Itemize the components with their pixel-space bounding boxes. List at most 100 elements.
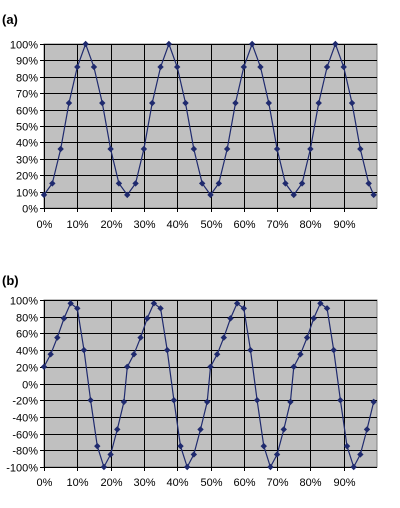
data-point-marker [120, 398, 128, 406]
y-tick-label: 10% [16, 188, 38, 200]
data-point-marker [170, 397, 178, 404]
data-point-marker [232, 99, 239, 107]
data-point-marker [54, 334, 61, 341]
x-tick-label: 30% [133, 219, 155, 231]
data-point-marker [343, 442, 351, 450]
data-point-marker [130, 351, 138, 358]
data-point-marker [220, 334, 228, 341]
data-point-marker [337, 397, 344, 404]
data-point-marker [287, 398, 294, 406]
data-point-marker [370, 398, 377, 406]
y-tick-label: 20% [16, 363, 38, 375]
x-tick-label: 10% [66, 477, 88, 489]
x-tick-label: 10% [66, 219, 88, 231]
data-point-marker [157, 63, 164, 71]
data-point-marker [280, 426, 287, 433]
data-point-marker [82, 40, 89, 48]
data-point-marker [149, 99, 156, 107]
y-tick-label: 90% [16, 56, 38, 68]
data-point-marker [282, 180, 289, 187]
data-point-marker [107, 451, 114, 458]
data-point-marker [94, 442, 101, 450]
y-tick-label: 60% [16, 329, 38, 341]
data-point-marker [144, 315, 151, 322]
x-tick-label: 50% [200, 219, 222, 231]
data-point-marker [150, 300, 158, 307]
data-point-marker [348, 99, 356, 107]
data-point-marker [317, 300, 324, 307]
x-tick-label: 50% [200, 477, 222, 489]
y-tick-label: -20% [12, 396, 38, 408]
x-tick-label: 70% [266, 477, 288, 489]
data-point-marker [248, 40, 256, 48]
data-point-marker [140, 145, 148, 153]
data-point-marker [115, 180, 123, 187]
data-point-marker [65, 99, 73, 107]
data-point-marker [330, 346, 337, 354]
y-tick-label: 100% [10, 296, 38, 308]
chart-panel-b: (b) 100% 80% 60% 40% 20% 0% -20% -40% -60% -80% -1… [2, 273, 378, 489]
data-point-marker [227, 315, 234, 322]
data-point-marker [207, 363, 214, 370]
panel-label-a: (a) [2, 12, 18, 27]
data-point-marker [49, 180, 56, 187]
data-point-marker [303, 334, 311, 341]
y-tick-label: 40% [16, 346, 38, 358]
data-point-marker [323, 305, 331, 312]
data-point-marker [107, 145, 114, 153]
y-tick-label: 20% [16, 171, 38, 183]
y-tick-label: 40% [16, 138, 38, 150]
data-point-marker [165, 40, 173, 48]
data-point-marker [114, 426, 121, 433]
data-point-marker [74, 63, 81, 71]
data-point-marker [357, 451, 364, 458]
data-point-marker [323, 63, 331, 71]
x-tick-label: 90% [333, 477, 355, 489]
data-point-marker [223, 145, 231, 153]
data-point-marker [47, 351, 54, 358]
data-point-marker [183, 463, 191, 471]
x-tick-label: 0% [37, 477, 53, 489]
data-point-marker [290, 363, 297, 370]
y-tick-label: 80% [16, 73, 38, 85]
data-point-marker [215, 180, 223, 187]
y-tick-label: -40% [12, 413, 38, 425]
data-point-marker [298, 180, 306, 187]
data-point-marker [213, 351, 221, 358]
data-point-marker [124, 191, 131, 199]
y-tick-label: 80% [16, 313, 38, 325]
y-tick-label: -80% [12, 446, 38, 458]
y-tick-label: 70% [16, 89, 38, 101]
y-tick-label: 60% [16, 106, 38, 118]
data-point-marker [157, 305, 164, 312]
data-point-marker [273, 145, 281, 153]
data-point-marker [290, 191, 297, 199]
data-point-marker [100, 463, 108, 471]
panel-label-b: (b) [2, 273, 19, 288]
data-point-marker [363, 426, 371, 433]
x-tick-label: 20% [100, 477, 122, 489]
y-tick-label: -100% [6, 463, 38, 475]
data-point-marker [233, 300, 241, 307]
data-point-marker [182, 99, 189, 107]
x-tick-label: 0% [37, 219, 53, 231]
data-point-marker [267, 463, 274, 471]
plot-area [43, 299, 378, 468]
data-point-marker [297, 351, 304, 358]
data-point-marker [365, 180, 372, 187]
data-point-marker [357, 145, 364, 153]
data-point-marker [307, 145, 314, 153]
data-point-marker [247, 346, 254, 354]
data-point-marker [253, 397, 261, 404]
data-point-marker [99, 99, 106, 107]
data-point-marker [257, 63, 264, 71]
x-tick-label: 40% [166, 219, 188, 231]
data-point-marker [265, 99, 272, 107]
data-point-marker [74, 305, 81, 312]
data-point-marker [207, 191, 214, 199]
data-point-marker [315, 99, 322, 107]
data-point-marker [174, 63, 181, 71]
data-point-marker [137, 334, 144, 341]
data-point-marker [177, 442, 184, 450]
